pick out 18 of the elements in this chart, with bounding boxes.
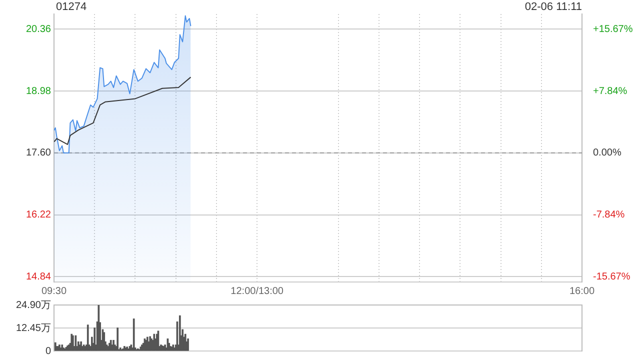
y2-tick-label: -15.67% [593,271,630,282]
y2-tick-label: -7.84% [593,210,625,221]
y2-tick-label: +7.84% [593,86,628,97]
x-tick-label: 12:00/13:00 [230,286,284,297]
chart-title: 01274 [56,0,87,14]
y-tick-label: 12.45万 [16,322,51,334]
y-tick-label: 17.60 [26,148,52,159]
y-tick-label: 0 [45,346,52,357]
text: 02-06 11:11 [524,0,582,14]
y-tick-label: 14.84 [26,271,52,282]
y2-tick-label: +15.67% [593,24,633,36]
y-tick-label: 18.98 [26,86,52,97]
y2-tick-label: 0.00% [593,148,622,159]
y-tick-label: 24.90万 [16,300,51,311]
x-tick-label: 16:00 [569,286,595,297]
y-tick-label: 20.36 [26,24,52,35]
x-tick-label: 09:30 [41,286,67,297]
y-tick-label: 16.22 [26,210,52,221]
